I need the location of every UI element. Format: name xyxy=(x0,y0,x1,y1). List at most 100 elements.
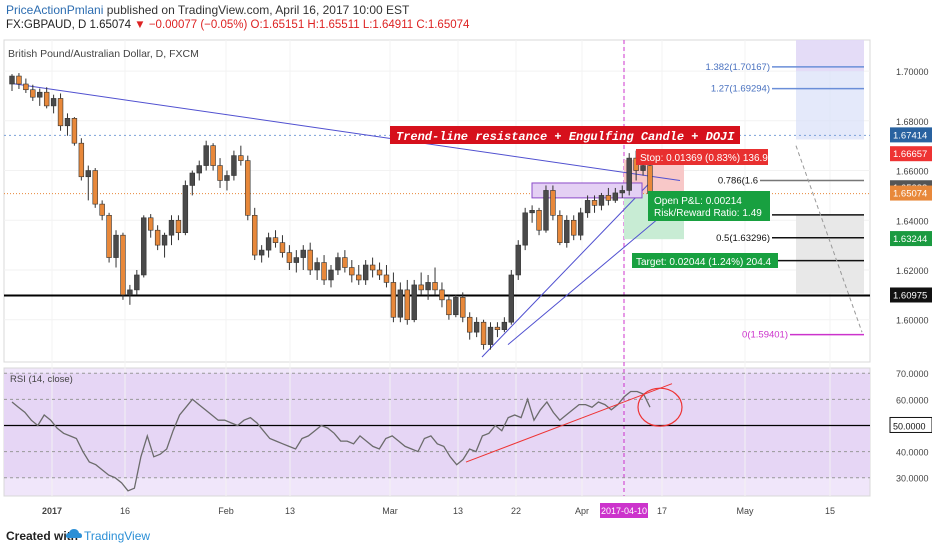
candle-body xyxy=(210,145,216,166)
candle-body xyxy=(536,210,542,231)
candle-body xyxy=(466,316,473,333)
created-with-label: Created with xyxy=(6,529,79,543)
price-tag-bg xyxy=(890,185,932,201)
price-change: ▼ −0.00077 (−0.05%) xyxy=(134,19,248,31)
candle-body xyxy=(501,321,508,330)
fib-level-label: 0.786(1.6 xyxy=(718,175,758,186)
candle-body xyxy=(362,264,369,281)
candle-body xyxy=(397,289,404,318)
price-tick-label: 1.62000 xyxy=(896,266,929,276)
rsi-highlight-circle xyxy=(637,387,683,427)
rsi-tick-label: 60.0000 xyxy=(896,395,929,405)
target-label-box xyxy=(632,253,778,268)
candle-body xyxy=(571,219,577,236)
candle-body xyxy=(515,244,521,276)
candle-body xyxy=(522,212,528,246)
candle-body xyxy=(120,234,126,296)
candle-body xyxy=(64,118,71,127)
candle-body xyxy=(349,267,355,276)
candle-body xyxy=(141,217,147,276)
rsi-level-tag-bg xyxy=(889,416,932,433)
price-tag-label: 1.65074 xyxy=(893,189,927,200)
candle-body xyxy=(584,200,591,214)
candle-body xyxy=(85,170,91,178)
candle-body xyxy=(411,284,417,321)
price-tick-label: 1.70000 xyxy=(896,67,929,77)
fib-extension-top xyxy=(796,40,864,72)
candle-body xyxy=(550,190,556,216)
candle-body xyxy=(612,192,619,201)
candle-body xyxy=(203,145,209,166)
time-tick-label: 22 xyxy=(511,506,521,516)
candle-body xyxy=(605,195,612,201)
candle-body xyxy=(154,229,161,246)
fib-level-label: 1.27(1.69294) xyxy=(711,84,770,95)
annotation-box xyxy=(390,126,740,144)
candle-body xyxy=(342,257,348,268)
rsi-tick-label: 70.0000 xyxy=(896,369,929,379)
candle-body xyxy=(598,195,605,206)
author-link[interactable]: PriceActionPmlani xyxy=(6,3,104,17)
tradingview-brand[interactable]: TradingView xyxy=(84,529,151,543)
candle-body xyxy=(446,299,452,316)
price-tag-label: 1.67414 xyxy=(893,130,927,141)
candle-body xyxy=(591,200,598,206)
price-tag-label: 1.60975 xyxy=(893,290,927,301)
time-tick-label: 13 xyxy=(285,506,295,516)
price-tag-label: 1.66657 xyxy=(893,149,927,160)
candle-body xyxy=(231,155,237,176)
price-tag-label: 1.63244 xyxy=(893,234,927,245)
candle-body xyxy=(487,326,494,345)
candle-body xyxy=(307,249,313,271)
candle-body xyxy=(480,321,487,345)
price-tag-bg xyxy=(890,146,932,162)
candle-body xyxy=(508,274,515,323)
price-chart[interactable]: 1.70000 1.68000 1.66000 1.64000 1.62000 1.600… xyxy=(0,36,932,522)
candle-body xyxy=(473,321,480,333)
candle-body xyxy=(494,326,501,330)
trendline-support-2 xyxy=(507,199,681,345)
candle-body xyxy=(626,157,632,191)
candle-body xyxy=(245,160,251,216)
candle-body xyxy=(57,98,64,127)
candle-body xyxy=(321,262,327,281)
annotation-text: Trend-line resistance + Engulfing Candle… xyxy=(396,130,735,144)
candle-body xyxy=(134,274,140,291)
candle-body xyxy=(127,289,133,296)
fib-level-label: 1.382(1.70167) xyxy=(706,62,770,73)
candle-body xyxy=(92,170,98,205)
candle-body xyxy=(16,75,22,85)
time-tick-label: 2017 xyxy=(42,506,62,516)
candle-body xyxy=(432,282,438,291)
risk-reward-text: Risk/Reward Ratio: 1.49 xyxy=(654,208,762,219)
candle-body xyxy=(418,284,424,291)
time-tick-label: 15 xyxy=(825,506,835,516)
candle-body xyxy=(383,274,390,283)
time-tick-label: Mar xyxy=(382,506,398,516)
publish-info: published on TradingView.com, April 16, … xyxy=(106,3,410,17)
pnl-text: Open P&L: 0.00214 xyxy=(654,196,742,207)
rsi-tick-label: 30.0000 xyxy=(896,474,929,484)
candle-body xyxy=(453,297,459,316)
candle-body xyxy=(647,165,653,194)
time-tick-label: 16 xyxy=(120,506,130,516)
candle-body xyxy=(23,83,29,91)
footer: Created with TradingView xyxy=(0,522,932,550)
candle-body xyxy=(258,249,265,256)
candle-body xyxy=(99,203,105,216)
fib-level-label: 0.5(1.63296) xyxy=(716,233,770,244)
target-label-text: Target: 0.02044 (1.24%) 204.4 xyxy=(636,257,772,268)
candle-body xyxy=(78,142,85,178)
price-tick-label: 1.60000 xyxy=(896,316,929,326)
time-tick-label: Feb xyxy=(218,506,234,516)
candle-body xyxy=(189,172,196,186)
time-tick-label: Apr xyxy=(575,506,589,516)
candle-body xyxy=(168,219,175,236)
candle-body xyxy=(529,210,535,214)
candle-body xyxy=(564,219,570,243)
candle-body xyxy=(43,91,50,107)
fib-level-label: 0(1.59401) xyxy=(742,330,788,341)
header: PriceActionPmlani published on TradingVi… xyxy=(0,0,932,36)
candle-body xyxy=(50,98,57,107)
rsi-tick-label: 40.0000 xyxy=(896,448,929,458)
